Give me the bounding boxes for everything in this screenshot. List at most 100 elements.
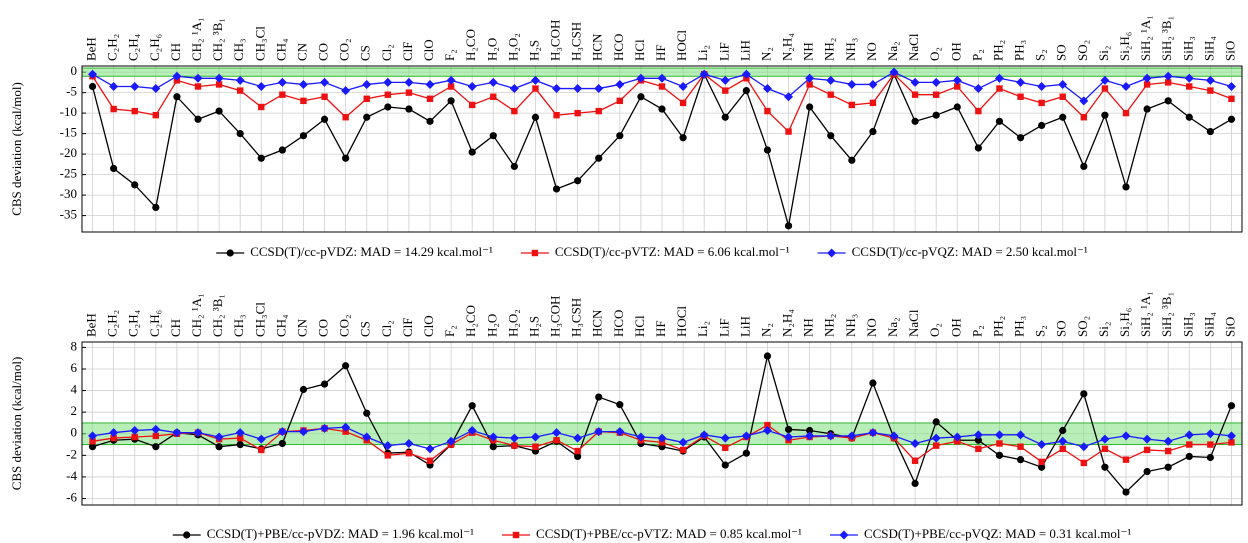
x-tick-label: HF [653,320,668,337]
point [573,433,583,443]
x-tick-label: CH₂ ³B₁ [210,18,225,61]
point [488,432,498,442]
x-tick-label: NO [864,318,879,337]
point [1038,463,1046,471]
point [785,128,792,135]
point [848,101,856,109]
x-tick-label: CO₂ [337,314,352,337]
x-tick-label: C₂H₂ [105,310,120,337]
point [532,85,539,92]
point [298,79,308,89]
x-tick-label: F₂ [442,325,457,337]
point [1185,452,1193,461]
point [468,101,476,109]
point [678,437,688,447]
point [131,433,138,441]
point [954,83,961,90]
x-tick-label: LiF [716,42,731,61]
point [679,99,687,107]
point [320,115,329,123]
point [553,437,560,444]
x-tick-label: H₂CO [463,29,478,61]
point [425,79,435,89]
legend-label: CCSD(T)/cc-pVTZ: MAD = 6.06 kcal.mol⁻¹ [555,244,790,259]
point [511,442,518,449]
point [722,444,729,451]
point [446,436,456,446]
point [131,181,139,189]
point [974,436,982,444]
point [299,385,308,394]
x-tick-label: SiH₄ [1201,36,1216,61]
point [784,432,794,442]
y-tick-label: -30 [60,186,77,201]
x-tick-label: BeH [84,313,99,337]
point [1058,79,1068,89]
y-tick-label: -10 [60,104,77,119]
point [130,81,140,91]
x-tick-label: Si₂H₆ [1117,32,1132,61]
point [362,432,372,442]
point [615,427,625,437]
x-tick-label: HOCl [674,306,689,337]
point [1226,81,1236,91]
point [889,67,899,77]
x-tick-label: PH₃ [1012,40,1027,61]
x-tick-label: Na₂ [885,41,900,61]
point [616,401,624,409]
x-tick-label: CO [316,319,331,337]
point [595,154,603,162]
point [616,97,624,105]
point [426,95,434,102]
point [88,431,98,441]
point [1163,71,1173,81]
point [1016,77,1026,87]
point [1059,426,1067,435]
point [827,248,837,258]
point [1207,441,1214,448]
point [552,428,562,438]
legend: CCSD(T)/cc-pVDZ: MAD = 14.29 kcal.mol⁻¹ C… [216,244,1088,259]
point [531,113,540,121]
point [88,443,97,451]
x-tick-label: S₂ [1033,325,1048,337]
point [910,438,920,448]
x-tick-label: H₂O [484,38,499,61]
x-tick-label: SiO [1222,41,1237,61]
x-tick-label: CH₂ ¹A₁ [189,293,204,337]
point [1101,111,1109,119]
x-tick-label: NH [801,42,816,61]
point [300,97,307,105]
x-tick-label: Cl₂ [379,44,394,61]
point [594,427,604,437]
x-tick-label: SiH₃ [1180,36,1195,61]
point [1100,434,1110,444]
point [678,81,688,91]
point [342,154,350,162]
point [1121,431,1131,441]
point [741,69,751,79]
point [131,107,138,115]
point [1059,93,1066,100]
point [1080,390,1088,398]
point [1205,429,1215,439]
point [1164,447,1172,455]
x-tick-label: N₂H₄ [780,33,795,61]
point [278,146,286,154]
point [193,73,203,83]
y-tick-label: -5 [66,84,77,99]
point [952,432,962,442]
x-tick-label: H₃COH [548,296,563,337]
point [574,452,582,461]
x-tick-label: H₃CSH [569,22,584,61]
x-tick-label: P₂ [969,49,984,61]
point [363,409,371,417]
point [1101,85,1109,92]
x-tick-label: CO₂ [337,38,352,61]
point [911,117,919,125]
point [446,75,456,85]
point [1080,459,1088,467]
point [1143,467,1151,476]
x-tick-label: CN [294,42,309,61]
point [574,447,581,455]
